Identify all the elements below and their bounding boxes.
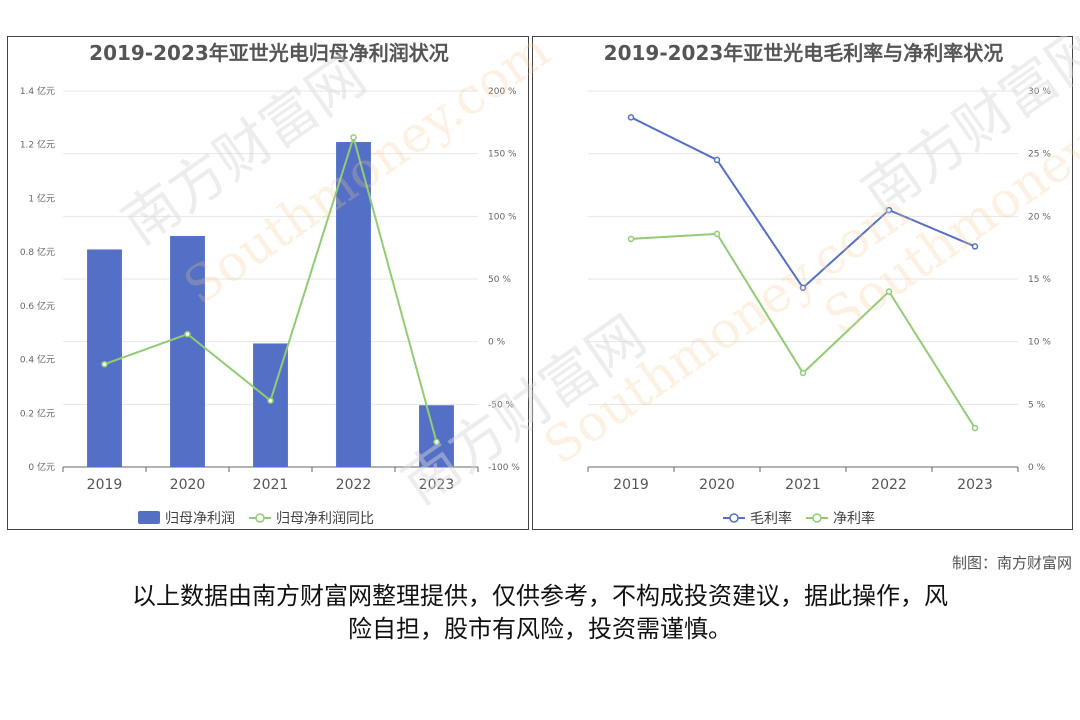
bar-2023: [419, 405, 454, 467]
data-point-2021: [799, 369, 807, 377]
disclaimer-line-2: 险自担，股市有风险，投资需谨慎。: [348, 615, 732, 643]
y-left-tick-label: 0 亿元: [28, 461, 55, 473]
data-point-2022: [885, 288, 893, 295]
legend-swatch-bar: [138, 511, 160, 524]
data-point-2023: [433, 438, 440, 446]
y-right-tick-label: 5 %: [1028, 400, 1046, 410]
data-point-2020: [184, 330, 191, 338]
chart-title: 2019-2023年亚世光电归母净利润状况: [89, 41, 449, 65]
y-right-tick-label: 0 %: [488, 338, 506, 348]
y-right-tick-label: 0 %: [1028, 463, 1046, 473]
chart-credit: 制图：南方财富网: [951, 554, 1072, 572]
legend-label: 归母净利润同比: [276, 510, 374, 527]
data-point-2019: [101, 360, 108, 368]
data-point-2019: [627, 235, 635, 243]
margin-chart-panel: 2019-2023年亚世光电毛利率与净利率状况 0 % 5 % 10 % 15 % 20 …: [532, 36, 1073, 530]
x-tick-label: 2019: [87, 477, 123, 493]
y-right-tick-label: 30 %: [1028, 87, 1051, 97]
y-right-tick-label: 150 %: [488, 150, 517, 160]
series-line-1: [630, 232, 976, 429]
chart-title: 2019-2023年亚世光电毛利率与净利率状况: [604, 41, 1004, 65]
x-tick-label: 2023: [957, 477, 993, 493]
legend-swatch-marker: [812, 513, 822, 523]
y-left-tick-label: 1.4 亿元: [20, 85, 55, 97]
y-right-tick-label: -50 %: [488, 400, 515, 410]
legend-label: 净利率: [833, 510, 875, 527]
x-tick-label: 2022: [871, 477, 907, 493]
y-right-tick-label: 10 %: [1028, 338, 1051, 348]
disclaimer-line-1: 以上数据由南方财富网整理提供，仅供参考，不构成投资建议，据此操作，风: [132, 582, 948, 610]
x-tick-label: 2020: [170, 477, 206, 493]
x-tick-label: 2019: [613, 477, 649, 493]
data-point-2023: [971, 424, 979, 432]
bar-2020: [170, 236, 205, 467]
y-right-tick-label: 15 %: [1028, 275, 1051, 285]
data-point-2022: [885, 206, 893, 214]
x-tick-label: 2021: [253, 477, 289, 493]
legend-swatch-marker: [729, 513, 739, 523]
legend-swatch-marker: [255, 513, 265, 523]
y-left-tick-label: 0.6 亿元: [20, 300, 55, 312]
y-right-tick-label: 50 %: [488, 275, 511, 285]
legend-label: 归母净利润: [165, 510, 235, 527]
data-point-2022: [350, 134, 357, 141]
x-tick-label: 2022: [336, 477, 372, 493]
y-left-tick-label: 0.4 亿元: [20, 354, 55, 366]
data-point-2021: [799, 284, 807, 292]
y-right-tick-label: 20 %: [1028, 212, 1051, 222]
y-left-tick-label: 1.2 亿元: [20, 139, 55, 151]
x-tick-label: 2023: [419, 477, 455, 493]
legend-label: 毛利率: [750, 510, 792, 527]
data-point-2023: [971, 243, 979, 250]
data-point-2021: [267, 397, 274, 404]
disclaimer: 以上数据由南方财富网整理提供，仅供参考，不构成投资建议，据此操作，风 险自担，股…: [60, 580, 1020, 646]
y-right-tick-label: 100 %: [488, 212, 517, 222]
net-profit-chart: 2019-2023年亚世光电归母净利润状况 -100 % -50 % 0 % 50 % 1…: [20, 41, 520, 527]
data-point-2019: [627, 114, 635, 121]
y-left-tick-label: 0.2 亿元: [20, 407, 55, 419]
bar-2019: [87, 249, 122, 467]
y-right-tick-label: 200 %: [488, 87, 517, 97]
margin-chart: 2019-2023年亚世光电毛利率与净利率状况 0 % 5 % 10 % 15 % 20 …: [587, 41, 1051, 527]
series-line-0: [630, 116, 976, 290]
bar-2022: [336, 142, 371, 467]
x-tick-label: 2020: [699, 477, 735, 493]
y-left-tick-label: 1 亿元: [28, 192, 55, 204]
net-profit-chart-panel: 2019-2023年亚世光电归母净利润状况 -100 % -50 % 0 % 50 % 1…: [7, 36, 529, 530]
y-right-tick-label: 25 %: [1028, 150, 1051, 160]
x-tick-label: 2021: [785, 477, 821, 493]
data-point-2020: [713, 156, 721, 164]
y-right-tick-label: -100 %: [488, 463, 520, 473]
data-point-2020: [713, 230, 721, 238]
y-left-tick-label: 0.8 亿元: [20, 246, 55, 258]
